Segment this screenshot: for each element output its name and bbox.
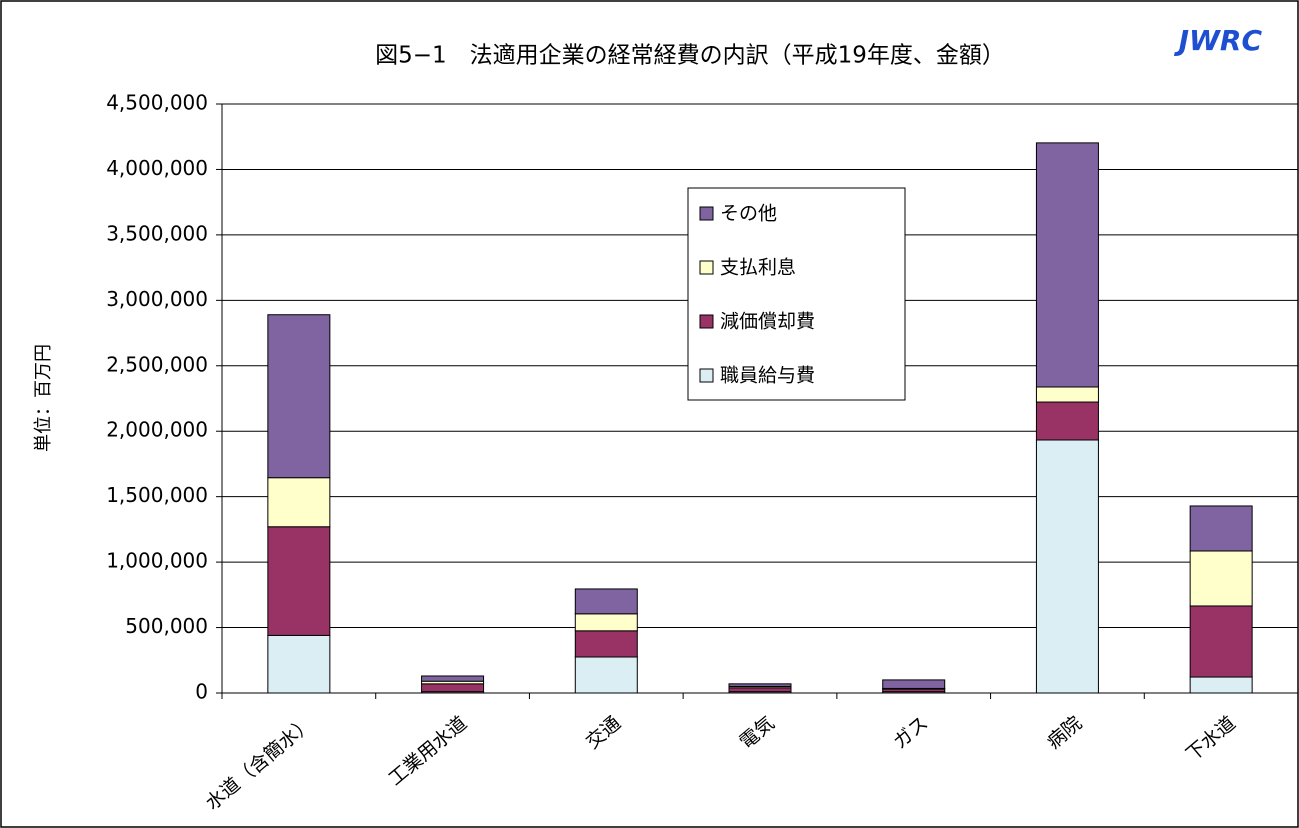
bar-segment	[882, 679, 946, 689]
bar-segment	[728, 687, 792, 693]
bar-segment	[1189, 605, 1253, 678]
bar-segment	[574, 588, 638, 615]
y-tick-label: 2,500,000	[106, 352, 208, 376]
bar-segment	[1035, 401, 1099, 441]
bar-segment	[421, 675, 485, 682]
y-tick-label: 1,000,000	[106, 549, 208, 573]
bar-segment	[1189, 676, 1253, 694]
y-tick-label: 2,000,000	[106, 418, 208, 442]
bar-segment	[267, 634, 331, 694]
bar-segment	[267, 477, 331, 528]
legend-label: その他	[720, 203, 777, 225]
y-tick-label: 1,500,000	[106, 483, 208, 507]
bar-segment	[421, 683, 485, 693]
bar-segment	[1035, 142, 1099, 388]
legend-swatch	[699, 314, 714, 329]
y-axis-label: 単位：百万円	[33, 344, 54, 452]
bar-segment	[267, 526, 331, 636]
y-tick-label: 3,500,000	[106, 221, 208, 245]
logo: JWRC	[1174, 24, 1263, 57]
y-tick-label: 4,500,000	[106, 91, 208, 115]
legend-label: 減価償却費	[720, 311, 815, 333]
y-tick-label: 4,000,000	[106, 156, 208, 180]
y-tick-label: 3,000,000	[106, 287, 208, 311]
bar-segment	[267, 314, 331, 479]
legend-swatch	[699, 206, 714, 221]
legend-swatch	[699, 368, 714, 383]
chart-title: 図5−1 法適用企業の経常経費の内訳（平成19年度、金額）	[375, 43, 1005, 69]
bar-segment	[1189, 505, 1253, 552]
bar-segment	[1035, 386, 1099, 403]
y-tick-label: 500,000	[125, 614, 208, 638]
bar-segment	[574, 613, 638, 632]
legend-label: 職員給与費	[720, 365, 815, 387]
legend-box	[687, 187, 906, 401]
legend-swatch	[699, 260, 714, 275]
bar-segment	[1035, 439, 1099, 694]
legend-label: 支払利息	[720, 257, 796, 279]
bar-segment	[574, 630, 638, 658]
bar-segment	[728, 683, 792, 687]
y-tick-label: 0	[195, 680, 208, 704]
bar-segment	[574, 656, 638, 694]
bar-segment	[1189, 550, 1253, 607]
